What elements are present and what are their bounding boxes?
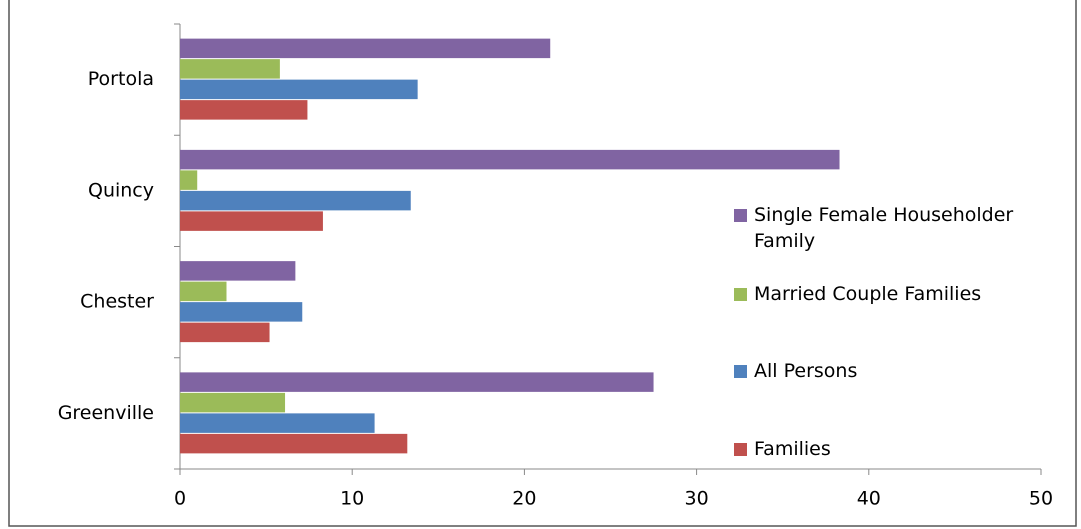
legend-swatch: [734, 288, 747, 301]
y-tick-label: Greenville: [58, 402, 154, 424]
legend-label: Single Female Householder Family: [754, 204, 1014, 252]
bar: [180, 322, 270, 343]
legend-label: All Persons: [754, 360, 858, 382]
x-tick-label: 10: [340, 488, 364, 510]
y-tick-label: Quincy: [88, 179, 154, 201]
x-tick-label: 40: [857, 488, 881, 510]
x-tick-label: 0: [174, 488, 186, 510]
bar: [180, 79, 418, 100]
legend-swatch: [734, 209, 747, 222]
x-tick-label: 20: [512, 488, 536, 510]
legend-swatch: [734, 443, 747, 456]
bar: [180, 190, 411, 211]
bar: [180, 281, 227, 302]
bar: [180, 100, 308, 120]
bar: [180, 38, 551, 59]
bar: [180, 433, 408, 454]
legend-label: Married Couple Families: [754, 283, 982, 305]
legend-label: Families: [754, 438, 831, 460]
bar: [180, 261, 296, 281]
x-tick-label: 30: [685, 488, 709, 510]
bar: [180, 372, 654, 392]
chart-frame: [8, 0, 1077, 527]
y-tick-label: Chester: [80, 291, 154, 313]
bar: [180, 392, 286, 413]
bar: [180, 211, 323, 231]
legend-swatch: [734, 365, 747, 378]
y-tick-label: Portola: [88, 68, 154, 90]
bar: [180, 59, 280, 79]
bar: [180, 170, 198, 190]
bar: [180, 413, 375, 433]
bar: [180, 149, 840, 170]
bar: [180, 302, 303, 322]
x-tick-label: 50: [1029, 488, 1053, 510]
